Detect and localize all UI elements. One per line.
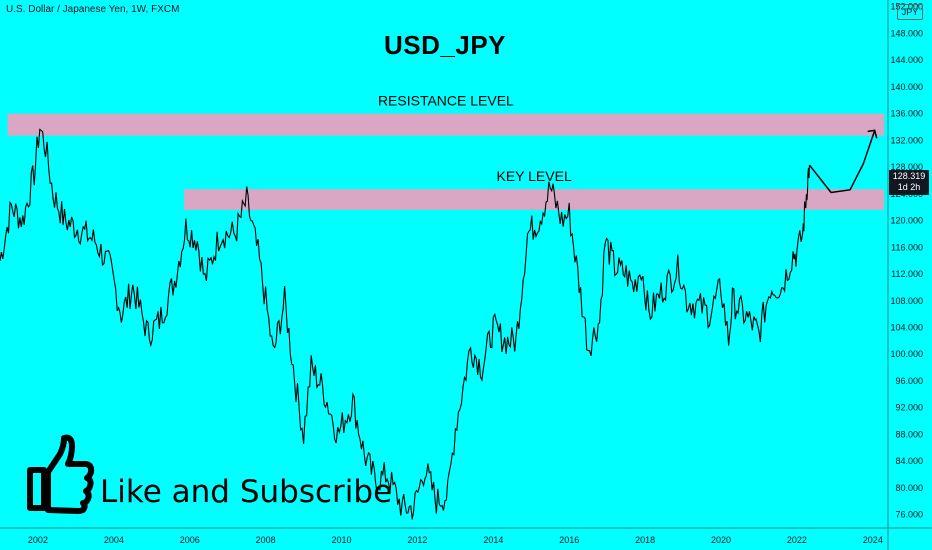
x-tick-label: 2006 [180, 535, 200, 545]
y-tick-label: 84.000 [895, 456, 923, 466]
y-tick-label: 128.000 [890, 162, 923, 172]
bar-countdown: 1d 2h [897, 182, 921, 192]
y-tick-label: 116.000 [891, 242, 923, 252]
y-tick-label: 76.000 [895, 510, 923, 520]
thumbs-up-icon [27, 434, 95, 514]
like-subscribe-text: Like and Subscribe [100, 474, 393, 510]
current-price: 128.319 [892, 171, 926, 181]
y-tick-label: 108.000 [890, 296, 923, 306]
y-tick-label: 144.000 [890, 55, 923, 65]
symbol-description[interactable]: U.S. Dollar / Japanese Yen, 1W, FXCM [6, 4, 180, 15]
currency-badge[interactable]: JPY [897, 4, 923, 20]
y-tick-label: 80.000 [895, 483, 923, 493]
x-tick-label: 2022 [787, 535, 807, 545]
chart-title: USD_JPY [384, 30, 506, 60]
x-tick-label: 2018 [635, 535, 655, 545]
y-tick-label: 92.000 [895, 403, 923, 413]
x-tick-label: 2014 [483, 535, 503, 545]
price-series-line [0, 128, 810, 520]
x-tick-label: 2004 [104, 535, 124, 545]
y-tick-label: 136.000 [890, 109, 923, 119]
x-tick-label: 2024 [863, 535, 883, 545]
y-tick-label: 104.000 [890, 322, 923, 332]
y-tick-label: 152.000 [890, 2, 923, 12]
projection-curve [808, 130, 876, 194]
y-tick-label: 132.000 [890, 135, 923, 145]
y-tick-label: 96.000 [895, 376, 923, 386]
x-tick-label: 2020 [711, 535, 731, 545]
zone-label: RESISTANCE LEVEL [378, 93, 514, 109]
projection-arrow-head [867, 129, 878, 139]
y-tick-label: 88.000 [895, 429, 923, 439]
x-tick-label: 2012 [407, 535, 427, 545]
x-tick-label: 2016 [559, 535, 579, 545]
zone-label: KEY LEVEL [497, 168, 572, 184]
y-tick-label: 112.000 [891, 269, 923, 279]
y-tick-label: 148.000 [890, 28, 923, 38]
y-tick-label: 140.000 [890, 82, 923, 92]
zone-band [184, 189, 885, 210]
x-tick-label: 2008 [256, 535, 276, 545]
zone-band [7, 113, 885, 136]
y-tick-label: 100.000 [890, 349, 923, 359]
x-tick-label: 2010 [332, 535, 352, 545]
current-price-tag: 128.319 1d 2h [889, 170, 929, 195]
y-tick-label: 120.000 [890, 216, 923, 226]
x-tick-label: 2002 [28, 535, 48, 545]
